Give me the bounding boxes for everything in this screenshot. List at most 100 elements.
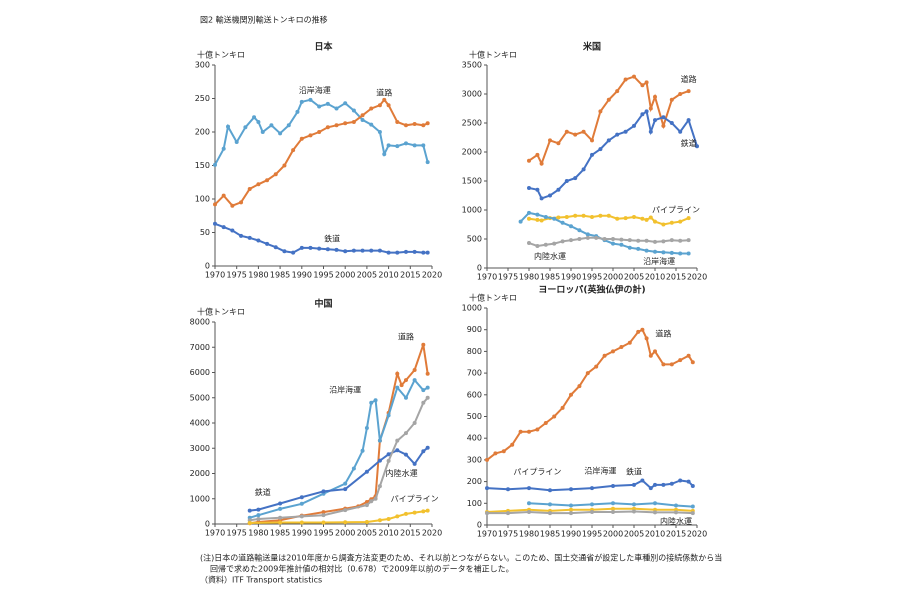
- point: [412, 143, 417, 148]
- point: [653, 94, 657, 99]
- point: [278, 506, 283, 511]
- point: [594, 364, 599, 369]
- chart-title: 米国: [582, 41, 601, 53]
- point: [556, 215, 561, 220]
- point: [321, 510, 326, 515]
- point: [421, 509, 426, 514]
- point: [560, 220, 565, 225]
- point: [527, 486, 531, 491]
- y-tick-label: 1000: [462, 304, 482, 313]
- point: [611, 237, 615, 241]
- point: [334, 247, 339, 252]
- y-tick-label: 700: [467, 369, 482, 378]
- point: [325, 125, 330, 130]
- point: [560, 405, 565, 410]
- point: [577, 228, 582, 233]
- point: [395, 448, 400, 453]
- point: [678, 129, 683, 134]
- point: [669, 250, 674, 255]
- point: [527, 509, 531, 514]
- y-axis-label: 十億トンキロ: [197, 307, 245, 317]
- point: [623, 129, 628, 134]
- point: [543, 421, 548, 426]
- point: [369, 499, 374, 504]
- point: [627, 245, 632, 250]
- x-tick-label: 2010: [645, 273, 665, 282]
- point: [678, 219, 683, 224]
- point: [581, 213, 586, 218]
- x-tick-label: 1990: [292, 271, 312, 280]
- point: [648, 129, 653, 134]
- point: [648, 353, 653, 358]
- x-tick-label: 1985: [270, 271, 290, 280]
- y-tick-label: 8000: [190, 318, 210, 327]
- point: [661, 239, 666, 244]
- point: [669, 362, 674, 367]
- point: [590, 502, 594, 507]
- point: [308, 97, 313, 102]
- y-tick-label: 5000: [190, 393, 210, 402]
- point: [585, 371, 590, 376]
- point: [247, 235, 252, 240]
- x-tick-label: 2005: [624, 530, 644, 539]
- point: [260, 130, 265, 134]
- point: [412, 121, 417, 126]
- point: [686, 216, 691, 221]
- point: [485, 511, 489, 516]
- point: [377, 438, 382, 443]
- x-tick-label: 1970: [205, 529, 225, 538]
- point: [543, 242, 548, 247]
- point: [648, 486, 653, 491]
- point: [278, 501, 283, 506]
- point: [421, 388, 426, 393]
- point: [686, 118, 691, 123]
- point: [527, 216, 531, 221]
- point: [653, 501, 657, 506]
- series-label: 内陸水運: [660, 516, 692, 526]
- point: [325, 101, 330, 106]
- point: [373, 496, 378, 501]
- point: [590, 509, 594, 514]
- point: [569, 503, 573, 508]
- point: [291, 250, 296, 255]
- point: [395, 119, 400, 124]
- point: [552, 414, 557, 419]
- point: [552, 241, 557, 246]
- point: [611, 483, 615, 488]
- x-tick-label: 2015: [666, 530, 686, 539]
- x-tick-label: 1990: [561, 273, 581, 282]
- point: [278, 520, 283, 525]
- point: [360, 248, 365, 253]
- point: [556, 141, 561, 146]
- point: [506, 511, 510, 516]
- point: [377, 484, 382, 489]
- point: [299, 99, 304, 104]
- point: [412, 249, 417, 254]
- point: [548, 488, 552, 493]
- point: [598, 147, 603, 152]
- x-tick-label: 2010: [645, 530, 665, 539]
- point: [678, 358, 683, 363]
- point: [606, 138, 611, 143]
- y-tick-label: 7000: [190, 343, 210, 352]
- point: [539, 196, 544, 201]
- point: [386, 458, 391, 463]
- series-label: 鉄道: [626, 466, 642, 476]
- point: [623, 77, 628, 82]
- point: [412, 461, 417, 466]
- x-tick-label: 1975: [498, 273, 518, 282]
- point: [661, 362, 666, 367]
- point: [569, 507, 573, 512]
- point: [226, 124, 231, 129]
- point: [278, 131, 283, 136]
- point: [535, 212, 540, 217]
- point: [640, 83, 645, 88]
- point: [548, 502, 552, 507]
- point: [265, 241, 270, 246]
- point: [690, 511, 695, 516]
- point: [256, 507, 261, 512]
- x-tick-label: 2020: [422, 271, 442, 280]
- note: (注)日本の道路輸送量は2010年度から調査方法変更のため、それ以前とつながらな…: [200, 553, 722, 563]
- point: [412, 367, 417, 372]
- point: [585, 232, 590, 237]
